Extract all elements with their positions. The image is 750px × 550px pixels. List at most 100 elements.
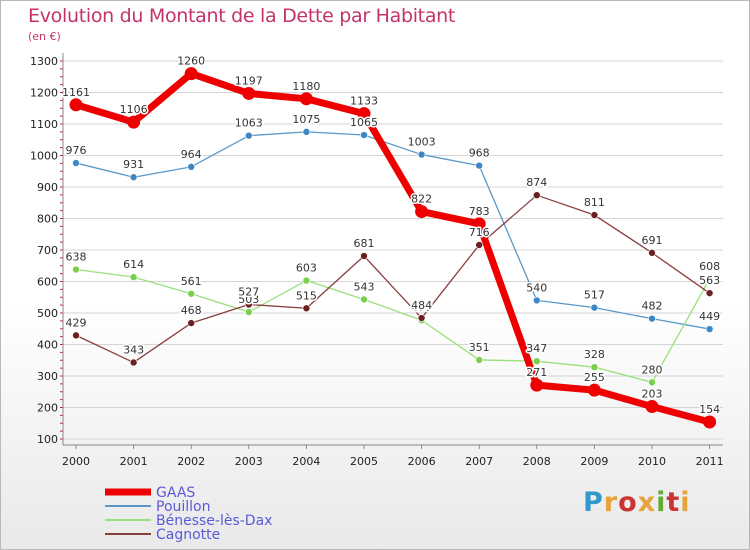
data-label: 681: [354, 237, 375, 250]
data-label: 154: [699, 403, 720, 416]
data-label: 503: [238, 293, 259, 306]
data-point-b-nesse-l-s-dax: [705, 275, 714, 283]
data-label: 874: [526, 176, 547, 189]
y-tick-label: 900: [37, 181, 58, 194]
data-point-cagnotte: [648, 249, 656, 257]
logo-letter: i: [680, 487, 691, 518]
data-label: 976: [66, 144, 87, 157]
data-label: 822: [411, 193, 432, 206]
data-point-gaas: [703, 415, 717, 429]
data-label-halo: 351: [469, 341, 490, 354]
data-label: 1065: [350, 116, 378, 129]
data-point-gaas: [69, 98, 83, 112]
data-label-halo: 638: [66, 251, 87, 264]
data-label: 964: [181, 148, 202, 161]
series-line-gaas: [72, 70, 714, 426]
data-label-halo: 255: [584, 371, 605, 384]
data-label: 517: [584, 289, 605, 302]
data-point-gaas: [184, 67, 198, 81]
data-label-halo: 1106: [120, 103, 148, 116]
y-tick-label: 300: [37, 370, 58, 383]
data-label: 608: [699, 260, 720, 273]
data-label-halo: 716: [469, 226, 490, 239]
chart-subtitle: (en €): [28, 30, 61, 43]
y-tick-label: 600: [37, 276, 58, 289]
data-label-halo: 608: [699, 260, 720, 273]
data-label-halo: 203: [642, 388, 663, 401]
data-label-halo: 1180: [292, 80, 320, 93]
data-label: 603: [296, 262, 317, 275]
data-label: 280: [642, 363, 663, 376]
data-point-gaas: [530, 378, 544, 392]
logo-letter: i: [656, 487, 667, 518]
logo-letter: o: [618, 487, 638, 518]
data-label-halo: 964: [181, 148, 202, 161]
y-tick-label: 1200: [30, 87, 58, 100]
data-label: 347: [526, 342, 547, 355]
data-point-gaas: [587, 383, 601, 397]
x-tick-label: 2011: [696, 455, 724, 468]
data-label-halo: 603: [296, 262, 317, 275]
data-label-halo: 477: [411, 301, 432, 314]
data-label-halo: 543: [354, 280, 375, 293]
proxiti-logo: Proxiti: [583, 487, 691, 518]
data-point-b-nesse-l-s-dax: [475, 356, 484, 364]
x-tick-label: 2003: [235, 455, 263, 468]
data-label-halo: 1260: [177, 55, 205, 68]
x-tick-label: 2001: [120, 455, 148, 468]
data-label: 1075: [292, 113, 320, 126]
data-point-pouillon: [360, 131, 368, 139]
data-label: 638: [66, 251, 87, 264]
y-tick-label: 100: [37, 433, 58, 446]
data-label-halo: 540: [526, 281, 547, 294]
data-point-b-nesse-l-s-dax: [187, 289, 195, 298]
data-point-b-nesse-l-s-dax: [129, 273, 138, 281]
data-label-halo: 527: [238, 285, 259, 298]
data-point-cagnotte: [417, 314, 426, 322]
data-label: 527: [238, 285, 259, 298]
data-label: 449: [699, 310, 720, 323]
data-label-halo: 484: [411, 299, 432, 312]
data-label: 1003: [408, 136, 436, 149]
data-label-halo: 1063: [235, 117, 263, 130]
data-point-cagnotte: [705, 289, 714, 297]
data-label: 563: [699, 274, 720, 287]
data-label: 783: [469, 205, 490, 218]
data-label: 482: [642, 300, 663, 313]
data-label-halo: 561: [181, 275, 202, 288]
data-label: 203: [642, 388, 663, 401]
data-label-halo: 931: [123, 158, 144, 171]
data-label-halo: 976: [66, 144, 87, 157]
data-point-b-nesse-l-s-dax: [532, 357, 541, 365]
x-tick-label: 2000: [62, 455, 90, 468]
data-point-pouillon: [302, 128, 311, 136]
data-point-cagnotte: [302, 304, 311, 313]
data-label: 351: [469, 341, 490, 354]
data-label: 968: [469, 147, 490, 160]
data-label: 543: [354, 280, 375, 293]
data-label: 1161: [62, 86, 90, 99]
data-point-gaas: [127, 115, 141, 129]
data-label: 271: [526, 366, 547, 379]
data-label-halo: 517: [584, 289, 605, 302]
data-label-halo: 449: [699, 310, 720, 323]
data-label-halo: 503: [238, 293, 259, 306]
y-tick-label: 800: [37, 213, 58, 226]
data-point-gaas: [645, 400, 659, 414]
data-point-pouillon: [532, 296, 541, 305]
y-tick-label: 1100: [30, 118, 58, 131]
data-label-halo: 1003: [408, 136, 436, 149]
data-point-b-nesse-l-s-dax: [72, 265, 80, 274]
data-point-cagnotte: [129, 358, 138, 367]
data-point-b-nesse-l-s-dax: [360, 295, 368, 304]
data-point-b-nesse-l-s-dax: [648, 378, 656, 387]
legend-label: Pouillon: [156, 499, 211, 515]
data-label: 691: [642, 234, 663, 247]
data-point-cagnotte: [245, 300, 253, 309]
data-label: 1180: [292, 80, 320, 93]
data-point-gaas: [415, 205, 429, 219]
data-point-pouillon: [475, 161, 484, 170]
data-point-b-nesse-l-s-dax: [590, 363, 599, 371]
data-label-halo: 328: [584, 348, 605, 361]
legend-label: GAAS: [156, 485, 195, 501]
